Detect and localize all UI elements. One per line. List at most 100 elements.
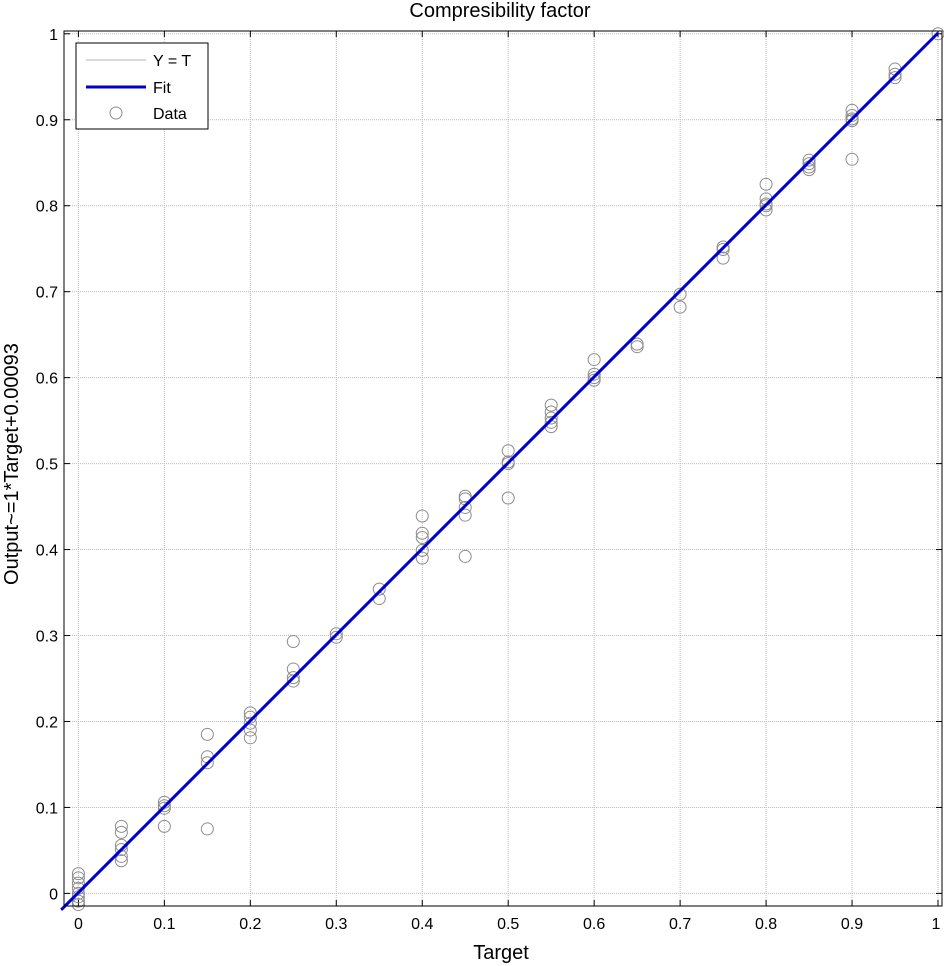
data-point: [415, 509, 429, 523]
data-point: [802, 153, 816, 167]
data-point: [888, 71, 902, 85]
y-tick-label: 0.6: [36, 371, 58, 388]
plot-area-frame: [63, 30, 943, 907]
data-point: [458, 489, 472, 503]
data-point: [716, 243, 730, 257]
data-point: [71, 876, 85, 890]
y-tick-label: 0.9: [36, 113, 58, 130]
data-point: [716, 240, 730, 254]
x-tick-label: 0.2: [239, 916, 261, 933]
data-point: [71, 886, 85, 900]
data-point: [157, 819, 171, 833]
legend-label-ideal: Y = T: [153, 53, 191, 70]
data-point: [845, 103, 859, 117]
y-tick-label: 0.2: [36, 714, 58, 731]
grid-lines: [64, 31, 942, 906]
data-point: [200, 756, 214, 770]
data-point: [329, 630, 343, 644]
data-point: [71, 898, 85, 912]
data-point: [544, 398, 558, 412]
data-point: [415, 543, 429, 557]
data-point: [501, 444, 515, 458]
data-point: [845, 114, 859, 128]
data-point: [114, 825, 128, 839]
data-point: [845, 108, 859, 122]
data-point: [114, 843, 128, 857]
data-point: [243, 723, 257, 737]
data-point: [458, 508, 472, 522]
data-point: [587, 353, 601, 367]
data-point: [501, 491, 515, 505]
data-point: [716, 251, 730, 265]
data-point: [888, 67, 902, 81]
data-point: [286, 674, 300, 688]
data-point: [544, 415, 558, 429]
data-point: [759, 177, 773, 191]
data-point: [286, 671, 300, 685]
tick-labels: 0 0.1 0.2 0.3 0.4 0.5 0.6 0.7 0.8 0.9 1 0 0.1 0.2 0.3 0…: [36, 27, 941, 933]
data-point: [458, 500, 472, 514]
axis-ticks: [64, 31, 942, 906]
data-point: [372, 582, 386, 596]
x-tick-label: 0.6: [583, 916, 605, 933]
x-tick-label: 0.8: [755, 916, 777, 933]
data-point: [243, 716, 257, 730]
y-tick-label: 1: [49, 27, 58, 44]
data-point: [630, 340, 644, 354]
data-point: [415, 526, 429, 540]
data-point: [673, 300, 687, 314]
data-point: [243, 731, 257, 745]
data-point: [802, 157, 816, 171]
data-point: [415, 551, 429, 565]
data-point: [200, 822, 214, 836]
data-point: [157, 799, 171, 813]
x-tick-label: 1: [932, 916, 941, 933]
data-point: [630, 337, 644, 351]
y-tick-label: 0.5: [36, 457, 58, 474]
data-point: [243, 710, 257, 724]
data-point: [114, 854, 128, 868]
x-tick-label: 0.3: [325, 916, 347, 933]
data-point: [501, 457, 515, 471]
x-tick-label: 0.7: [669, 916, 691, 933]
data-point: [587, 373, 601, 387]
x-tick-label: 0.1: [153, 916, 175, 933]
series-layer: [60, 27, 944, 912]
data-point: [544, 411, 558, 425]
y-tick-label: 0.4: [36, 543, 58, 560]
y-tick-label: 0.8: [36, 199, 58, 216]
y-axis-title: Output~=1*Target+0.00093: [1, 343, 23, 585]
fit-line: [60, 31, 940, 911]
legend: Y = T Fit Data: [75, 42, 209, 130]
x-tick-label: 0.5: [497, 916, 519, 933]
chart-title: Compresibility factor: [409, 0, 591, 22]
x-tick-label: 0.9: [841, 916, 863, 933]
data-point: [931, 27, 944, 41]
data-point: [286, 635, 300, 649]
data-point: [845, 152, 859, 166]
legend-data-marker-swatch: [109, 106, 123, 120]
y-tick-label: 0: [49, 886, 58, 903]
legend-label-data: Data: [153, 106, 187, 123]
x-axis-title: Target: [473, 942, 529, 964]
data-point: [114, 819, 128, 833]
data-point: [587, 367, 601, 381]
data-point: [71, 894, 85, 908]
data-point: [157, 801, 171, 815]
legend-label-fit: Fit: [153, 80, 171, 97]
data-point: [458, 549, 472, 563]
data-point: [200, 727, 214, 741]
x-tick-label: 0.4: [411, 916, 433, 933]
data-point: [71, 871, 85, 885]
data-point: [673, 287, 687, 301]
y-tick-label: 0.3: [36, 629, 58, 646]
data-point: [587, 371, 601, 385]
y-tick-label: 0.7: [36, 285, 58, 302]
data-point: [71, 867, 85, 881]
x-tick-label: 0: [74, 916, 83, 933]
data-point: [759, 199, 773, 213]
data-point: [415, 531, 429, 545]
y-tick-label: 0.1: [36, 800, 58, 817]
